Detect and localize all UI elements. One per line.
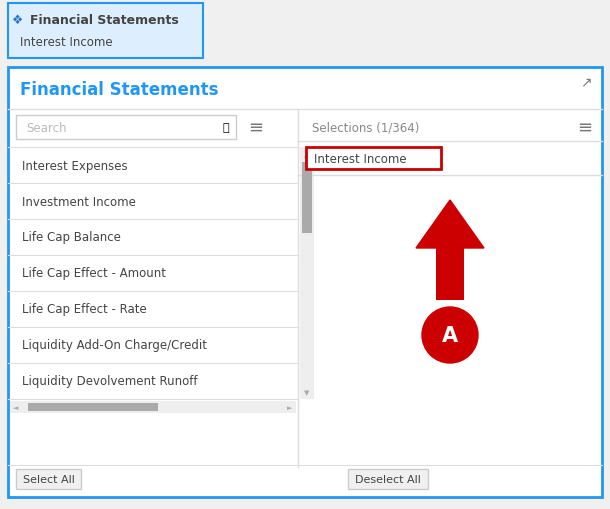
FancyBboxPatch shape xyxy=(306,148,441,169)
Text: Investment Income: Investment Income xyxy=(22,195,136,208)
Text: Interest Income: Interest Income xyxy=(20,36,113,48)
FancyBboxPatch shape xyxy=(8,68,602,497)
Text: ≡: ≡ xyxy=(248,119,264,137)
Text: Search: Search xyxy=(26,121,66,134)
Circle shape xyxy=(422,307,478,363)
Text: Life Cap Effect - Rate: Life Cap Effect - Rate xyxy=(22,303,147,316)
Text: Interest Expenses: Interest Expenses xyxy=(22,159,127,172)
Text: ↗: ↗ xyxy=(580,75,592,89)
FancyBboxPatch shape xyxy=(300,148,314,399)
Text: ▲: ▲ xyxy=(304,152,310,158)
Text: Life Cap Balance: Life Cap Balance xyxy=(22,231,121,244)
Text: Interest Income: Interest Income xyxy=(314,152,407,165)
Text: Liquidity Devolvement Runoff: Liquidity Devolvement Runoff xyxy=(22,375,198,388)
Text: ▼: ▼ xyxy=(304,389,310,395)
Text: Select All: Select All xyxy=(23,474,74,484)
Text: ◄: ◄ xyxy=(13,404,19,410)
Text: ►: ► xyxy=(287,404,293,410)
FancyBboxPatch shape xyxy=(16,469,81,489)
Text: Life Cap Effect - Amount: Life Cap Effect - Amount xyxy=(22,267,166,280)
Text: ≡: ≡ xyxy=(577,119,592,137)
Text: Financial Statements: Financial Statements xyxy=(20,81,218,99)
FancyBboxPatch shape xyxy=(10,401,296,413)
Text: Deselect All: Deselect All xyxy=(355,474,421,484)
FancyBboxPatch shape xyxy=(28,403,158,411)
FancyBboxPatch shape xyxy=(348,469,428,489)
Text: ❖: ❖ xyxy=(12,13,24,26)
Text: A: A xyxy=(442,325,458,345)
FancyBboxPatch shape xyxy=(302,163,312,233)
Text: Financial Statements: Financial Statements xyxy=(30,13,179,26)
Polygon shape xyxy=(416,201,484,248)
Text: Selections (1/364): Selections (1/364) xyxy=(312,121,420,134)
Text: Liquidity Add-On Charge/Credit: Liquidity Add-On Charge/Credit xyxy=(22,339,207,352)
FancyBboxPatch shape xyxy=(8,4,203,59)
FancyBboxPatch shape xyxy=(436,248,464,300)
Text: 🔍: 🔍 xyxy=(223,123,229,133)
FancyBboxPatch shape xyxy=(16,116,236,140)
